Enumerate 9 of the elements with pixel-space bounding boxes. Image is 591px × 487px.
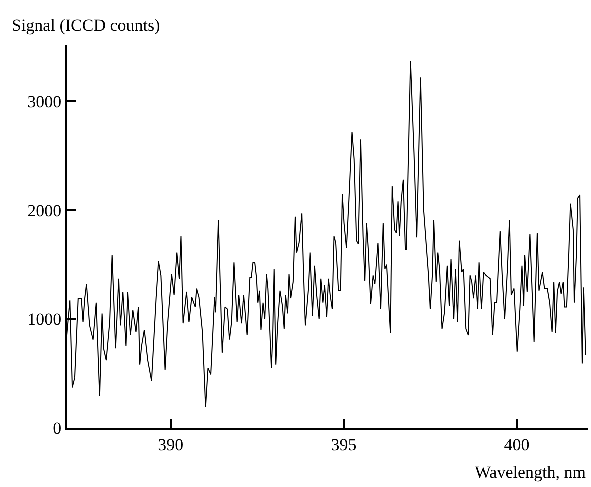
y-axis-title: Signal (ICCD counts) bbox=[12, 16, 160, 35]
x-axis-title: Wavelength, nm bbox=[475, 463, 586, 482]
y-tick-label: 2000 bbox=[28, 201, 62, 220]
x-tick-label: 400 bbox=[504, 435, 530, 454]
y-tick-label: 0 bbox=[53, 418, 62, 438]
x-tick-label: 395 bbox=[331, 435, 357, 454]
y-tick-label: 3000 bbox=[28, 92, 62, 112]
y-tick-label: 1000 bbox=[28, 310, 62, 330]
x-tick-label: 390 bbox=[158, 435, 184, 454]
